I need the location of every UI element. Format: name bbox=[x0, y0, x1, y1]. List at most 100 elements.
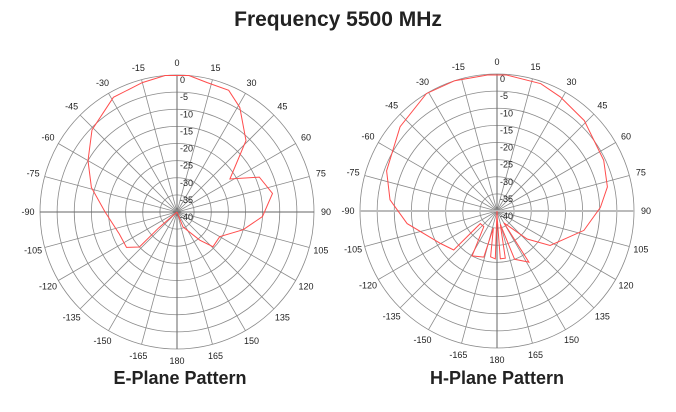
grid-spoke bbox=[399, 210, 498, 309]
grid-spoke bbox=[176, 79, 213, 213]
radial-tick-label: -30 bbox=[180, 178, 193, 188]
angle-tick-label: -75 bbox=[347, 167, 360, 177]
angle-tick-label: 90 bbox=[641, 206, 651, 216]
radial-tick-label: -25 bbox=[500, 160, 513, 170]
angle-tick-label: -60 bbox=[361, 132, 374, 142]
angle-tick-label: -45 bbox=[65, 102, 78, 112]
angle-tick-label: 105 bbox=[313, 246, 328, 256]
angle-tick-label: 45 bbox=[277, 102, 287, 112]
angle-tick-label: -120 bbox=[359, 281, 377, 291]
angle-tick-label: 135 bbox=[595, 311, 610, 321]
grid-spoke bbox=[428, 210, 498, 330]
angle-tick-label: -60 bbox=[41, 133, 54, 143]
grid-spoke bbox=[496, 92, 566, 212]
grid-spoke bbox=[176, 143, 296, 213]
grid-spoke bbox=[461, 78, 498, 212]
grid-spoke bbox=[399, 113, 498, 212]
angle-tick-label: 60 bbox=[621, 132, 631, 142]
grid-spoke bbox=[364, 210, 498, 247]
grid-spoke bbox=[378, 142, 498, 212]
angle-tick-label: 150 bbox=[244, 336, 259, 346]
radial-tick-label: -30 bbox=[500, 177, 513, 187]
grid-spoke bbox=[496, 78, 533, 212]
grid-spoke bbox=[58, 143, 178, 213]
radial-tick-label: -10 bbox=[180, 109, 193, 119]
grid-spoke bbox=[176, 176, 310, 213]
angle-tick-label: -90 bbox=[21, 207, 34, 217]
angle-tick-label: 165 bbox=[528, 350, 543, 360]
radial-tick-label: -5 bbox=[180, 92, 188, 102]
radial-tick-label: 0 bbox=[180, 75, 185, 85]
angle-tick-label: -150 bbox=[93, 336, 111, 346]
angle-tick-label: 135 bbox=[275, 312, 290, 322]
grid-spoke bbox=[496, 113, 595, 212]
angle-tick-label: -15 bbox=[132, 63, 145, 73]
angle-tick-label: 180 bbox=[489, 355, 504, 365]
e-plane-title: E-Plane Pattern bbox=[113, 368, 247, 388]
radial-tick-label: -20 bbox=[180, 144, 193, 154]
angle-tick-label: 30 bbox=[246, 78, 256, 88]
grid-spoke bbox=[364, 175, 498, 212]
radial-tick-label: -40 bbox=[500, 211, 513, 221]
angle-tick-label: 120 bbox=[619, 281, 634, 291]
angle-tick-label: -30 bbox=[416, 77, 429, 87]
grid-spoke bbox=[176, 211, 213, 345]
grid-spoke bbox=[176, 211, 275, 310]
angle-tick-label: -90 bbox=[341, 206, 354, 216]
angle-tick-label: 15 bbox=[211, 63, 221, 73]
radial-tick-label: 0 bbox=[500, 74, 505, 84]
grid-spoke bbox=[496, 210, 630, 247]
grid-spoke bbox=[141, 211, 178, 345]
chart-title: Frequency 5500 MHz bbox=[234, 8, 442, 31]
radial-tick-label: -5 bbox=[500, 91, 508, 101]
grid-spoke bbox=[108, 93, 178, 213]
angle-tick-label: 180 bbox=[169, 356, 184, 366]
grid-spoke bbox=[496, 175, 630, 212]
grid-spoke bbox=[496, 210, 533, 344]
angle-tick-label: 150 bbox=[564, 335, 579, 345]
grid-spoke bbox=[378, 210, 498, 280]
pattern-curve bbox=[386, 74, 608, 263]
angle-tick-label: 45 bbox=[597, 101, 607, 111]
grid-spoke bbox=[496, 210, 616, 280]
angle-tick-label: 90 bbox=[321, 207, 331, 217]
grid-spoke bbox=[496, 142, 616, 212]
angle-tick-label: -120 bbox=[39, 282, 57, 292]
radial-tick-label: -35 bbox=[180, 195, 193, 205]
angle-tick-label: 75 bbox=[636, 167, 646, 177]
angle-tick-label: -75 bbox=[27, 168, 40, 178]
grid-spoke bbox=[141, 79, 178, 213]
radial-tick-label: -25 bbox=[180, 161, 193, 171]
angle-tick-label: 105 bbox=[633, 245, 648, 255]
grid-spoke bbox=[44, 211, 178, 248]
radial-tick-label: -15 bbox=[180, 126, 193, 136]
grid-spoke bbox=[108, 211, 178, 331]
angle-tick-label: 165 bbox=[208, 351, 223, 361]
angle-tick-label: 0 bbox=[174, 58, 179, 68]
radial-tick-label: -10 bbox=[500, 108, 513, 118]
radial-tick-label: -35 bbox=[500, 194, 513, 204]
angle-tick-label: 60 bbox=[301, 133, 311, 143]
grid-spoke bbox=[44, 176, 178, 213]
angle-tick-label: -135 bbox=[63, 312, 81, 322]
angle-tick-label: -105 bbox=[344, 245, 362, 255]
angle-tick-label: -150 bbox=[413, 335, 431, 345]
pattern-curve bbox=[87, 75, 274, 248]
grid-spoke bbox=[176, 211, 296, 281]
angle-tick-label: -135 bbox=[383, 311, 401, 321]
angle-tick-label: 15 bbox=[531, 62, 541, 72]
angle-tick-label: -165 bbox=[449, 350, 467, 360]
grid-spoke bbox=[79, 114, 178, 213]
radial-tick-label: -20 bbox=[500, 143, 513, 153]
angle-tick-label: -30 bbox=[96, 78, 109, 88]
grid-spoke bbox=[176, 93, 246, 213]
grid-spoke bbox=[176, 114, 275, 213]
grid-spoke bbox=[79, 211, 178, 310]
grid-spoke bbox=[496, 210, 595, 309]
angle-tick-label: -45 bbox=[385, 101, 398, 111]
angle-tick-label: -15 bbox=[452, 62, 465, 72]
angle-tick-label: -165 bbox=[129, 351, 147, 361]
angle-tick-label: 75 bbox=[316, 168, 326, 178]
h-plane-title: H-Plane Pattern bbox=[429, 368, 565, 388]
